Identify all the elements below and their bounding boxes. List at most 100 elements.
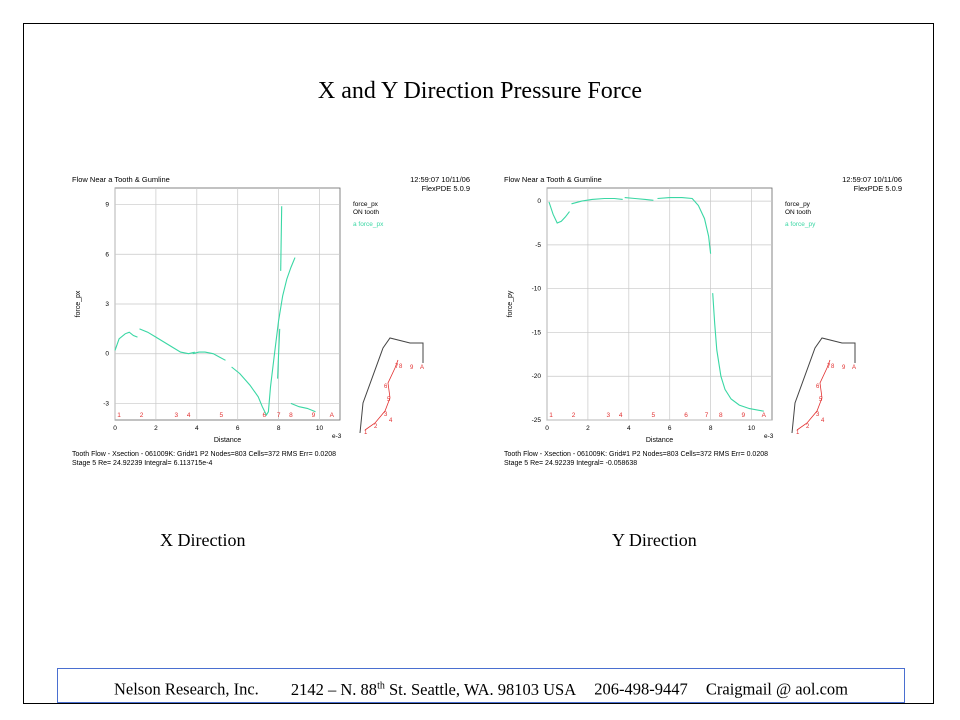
point-label-8: 8 [289,412,293,419]
legend-location: ON tooth [785,209,811,216]
point-label-1: 1 [117,412,121,419]
point-label-9: 9 [742,412,746,419]
inset-point-label: 6 [816,384,820,390]
legend-variable: force_px [353,201,379,208]
series-force_px-segment [114,331,138,351]
series-force_py-segment [657,197,712,254]
y-direction-chart-panel: Flow Near a Tooth & Gumline 12:59:07 10/1… [502,170,912,480]
x-tick-label: 4 [195,425,199,432]
x-axis-label: Distance [214,437,241,444]
y-tick-label: 6 [105,251,109,258]
chart-footer-line: Stage 5 Re= 24.92239 Integral= -0.058638 [504,460,637,467]
chart-title: Flow Near a Tooth & Gumline [72,175,170,184]
inset-point-label: 4 [821,418,825,424]
x-tick-label: 4 [627,425,631,432]
inset-point-label: 7 [827,364,831,370]
inset-point-label: 7 [395,364,399,370]
series-force_px-segment [231,257,296,417]
point-label-4: 4 [619,412,623,419]
inset-point-label: 8 [831,364,835,370]
address-city: St. Seattle, WA. 98103 USA [384,679,577,699]
x-tick-label: 2 [154,425,158,432]
x-tick-label: 6 [236,425,240,432]
point-label-1: 1 [549,412,553,419]
point-label-5: 5 [220,412,224,419]
y-tick-label: -5 [535,242,541,249]
point-label-5: 5 [652,412,656,419]
caption-y-direction: Y Direction [612,530,697,550]
x-tick-label: 10 [316,425,324,432]
y-tick-label: -10 [532,286,542,293]
inset-point-label: A [852,365,856,371]
tooth-outline [359,337,424,434]
address-ordinal: th [377,680,385,691]
chart-footer-line: Tooth Flow - Xsection - 061009K: Grid#1 … [72,451,336,458]
inset-point-label: 1 [796,430,800,436]
chart-footer-line: Tooth Flow - Xsection - 061009K: Grid#1 … [504,451,768,458]
slide-title: X and Y Direction Pressure Force [317,78,643,104]
point-label-6: 6 [684,412,688,419]
legend-series-entry: a force_py [785,221,816,228]
series-force_py-segment [548,201,570,224]
x-tick-label: 8 [277,425,281,432]
series-force_py-segment [571,197,623,205]
inset-point-label: 2 [806,424,810,430]
tooth-point-path [364,359,399,431]
x-axis-multiplier: e-3 [332,433,342,440]
chart-title: Flow Near a Tooth & Gumline [504,175,602,184]
x-tick-label: 0 [113,425,117,432]
caption-x-direction: X Direction [160,530,246,550]
inset-point-label: 9 [842,365,846,371]
y-tick-label: -20 [532,373,542,380]
company-name: Nelson Research, Inc. [113,679,259,699]
y-tick-label: -3 [103,400,109,407]
point-label-4: 4 [187,412,191,419]
point-label-3: 3 [175,412,179,419]
inset-point-label: 1 [364,430,368,436]
legend-location: ON tooth [353,209,379,216]
series-force_px-segment [290,402,316,413]
y-axis-label: force_py [507,290,514,317]
series-force_py-segment [624,197,654,201]
point-label-2: 2 [140,412,144,419]
x-tick-label: 0 [545,425,549,432]
inset-point-label: 9 [410,365,414,371]
tooth-outline [791,337,856,434]
tooth-point-path [796,359,831,431]
y-direction-chart: Flow Near a Tooth & Gumline 12:59:07 10/1… [504,175,902,467]
street-address: 2142 – N. 88th St. Seattle, WA. 98103 US… [291,680,576,699]
x-direction-chart-panel: Flow Near a Tooth & Gumline 12:59:07 10/1… [70,170,480,480]
x-axis-label: Distance [646,437,673,444]
inset-point-label: 3 [816,412,820,418]
inset-point-label: 5 [819,397,823,403]
inset-point-label: 4 [389,418,393,424]
inset-point-label: 6 [384,384,388,390]
email-address: Craigmail @ aol.com [705,679,848,699]
x-tick-label: 10 [748,425,756,432]
legend-variable: force_py [785,201,811,208]
series-force_px-segment [280,206,283,271]
phone-number: 206-498-9447 [594,679,688,699]
inset-point-label: 5 [387,397,391,403]
inset-point-label: 3 [384,412,388,418]
series-force_px-segment [139,328,195,355]
x-axis-multiplier: e-3 [764,433,774,440]
x-tick-label: 6 [668,425,672,432]
series-force_py-segment [712,293,764,412]
y-tick-label: 0 [105,351,109,358]
y-tick-label: 3 [105,301,109,308]
point-label-8: 8 [719,412,723,419]
chart-footer-line: Stage 5 Re= 24.92239 Integral= 6.113715e… [72,460,212,467]
point-label-3: 3 [607,412,611,419]
chart-version: FlexPDE 5.0.9 [854,184,902,193]
y-tick-label: 9 [105,202,109,209]
inset-point-label: A [420,365,424,371]
address-number: 2142 – N. 88 [290,679,378,699]
y-tick-label: -25 [532,417,542,424]
inset-point-label: 8 [399,364,403,370]
slide-frame [23,23,934,704]
series-force_px-segment [277,328,281,379]
x-tick-label: 8 [709,425,713,432]
point-label-9: 9 [312,412,316,419]
y-axis-label: force_px [75,290,82,317]
